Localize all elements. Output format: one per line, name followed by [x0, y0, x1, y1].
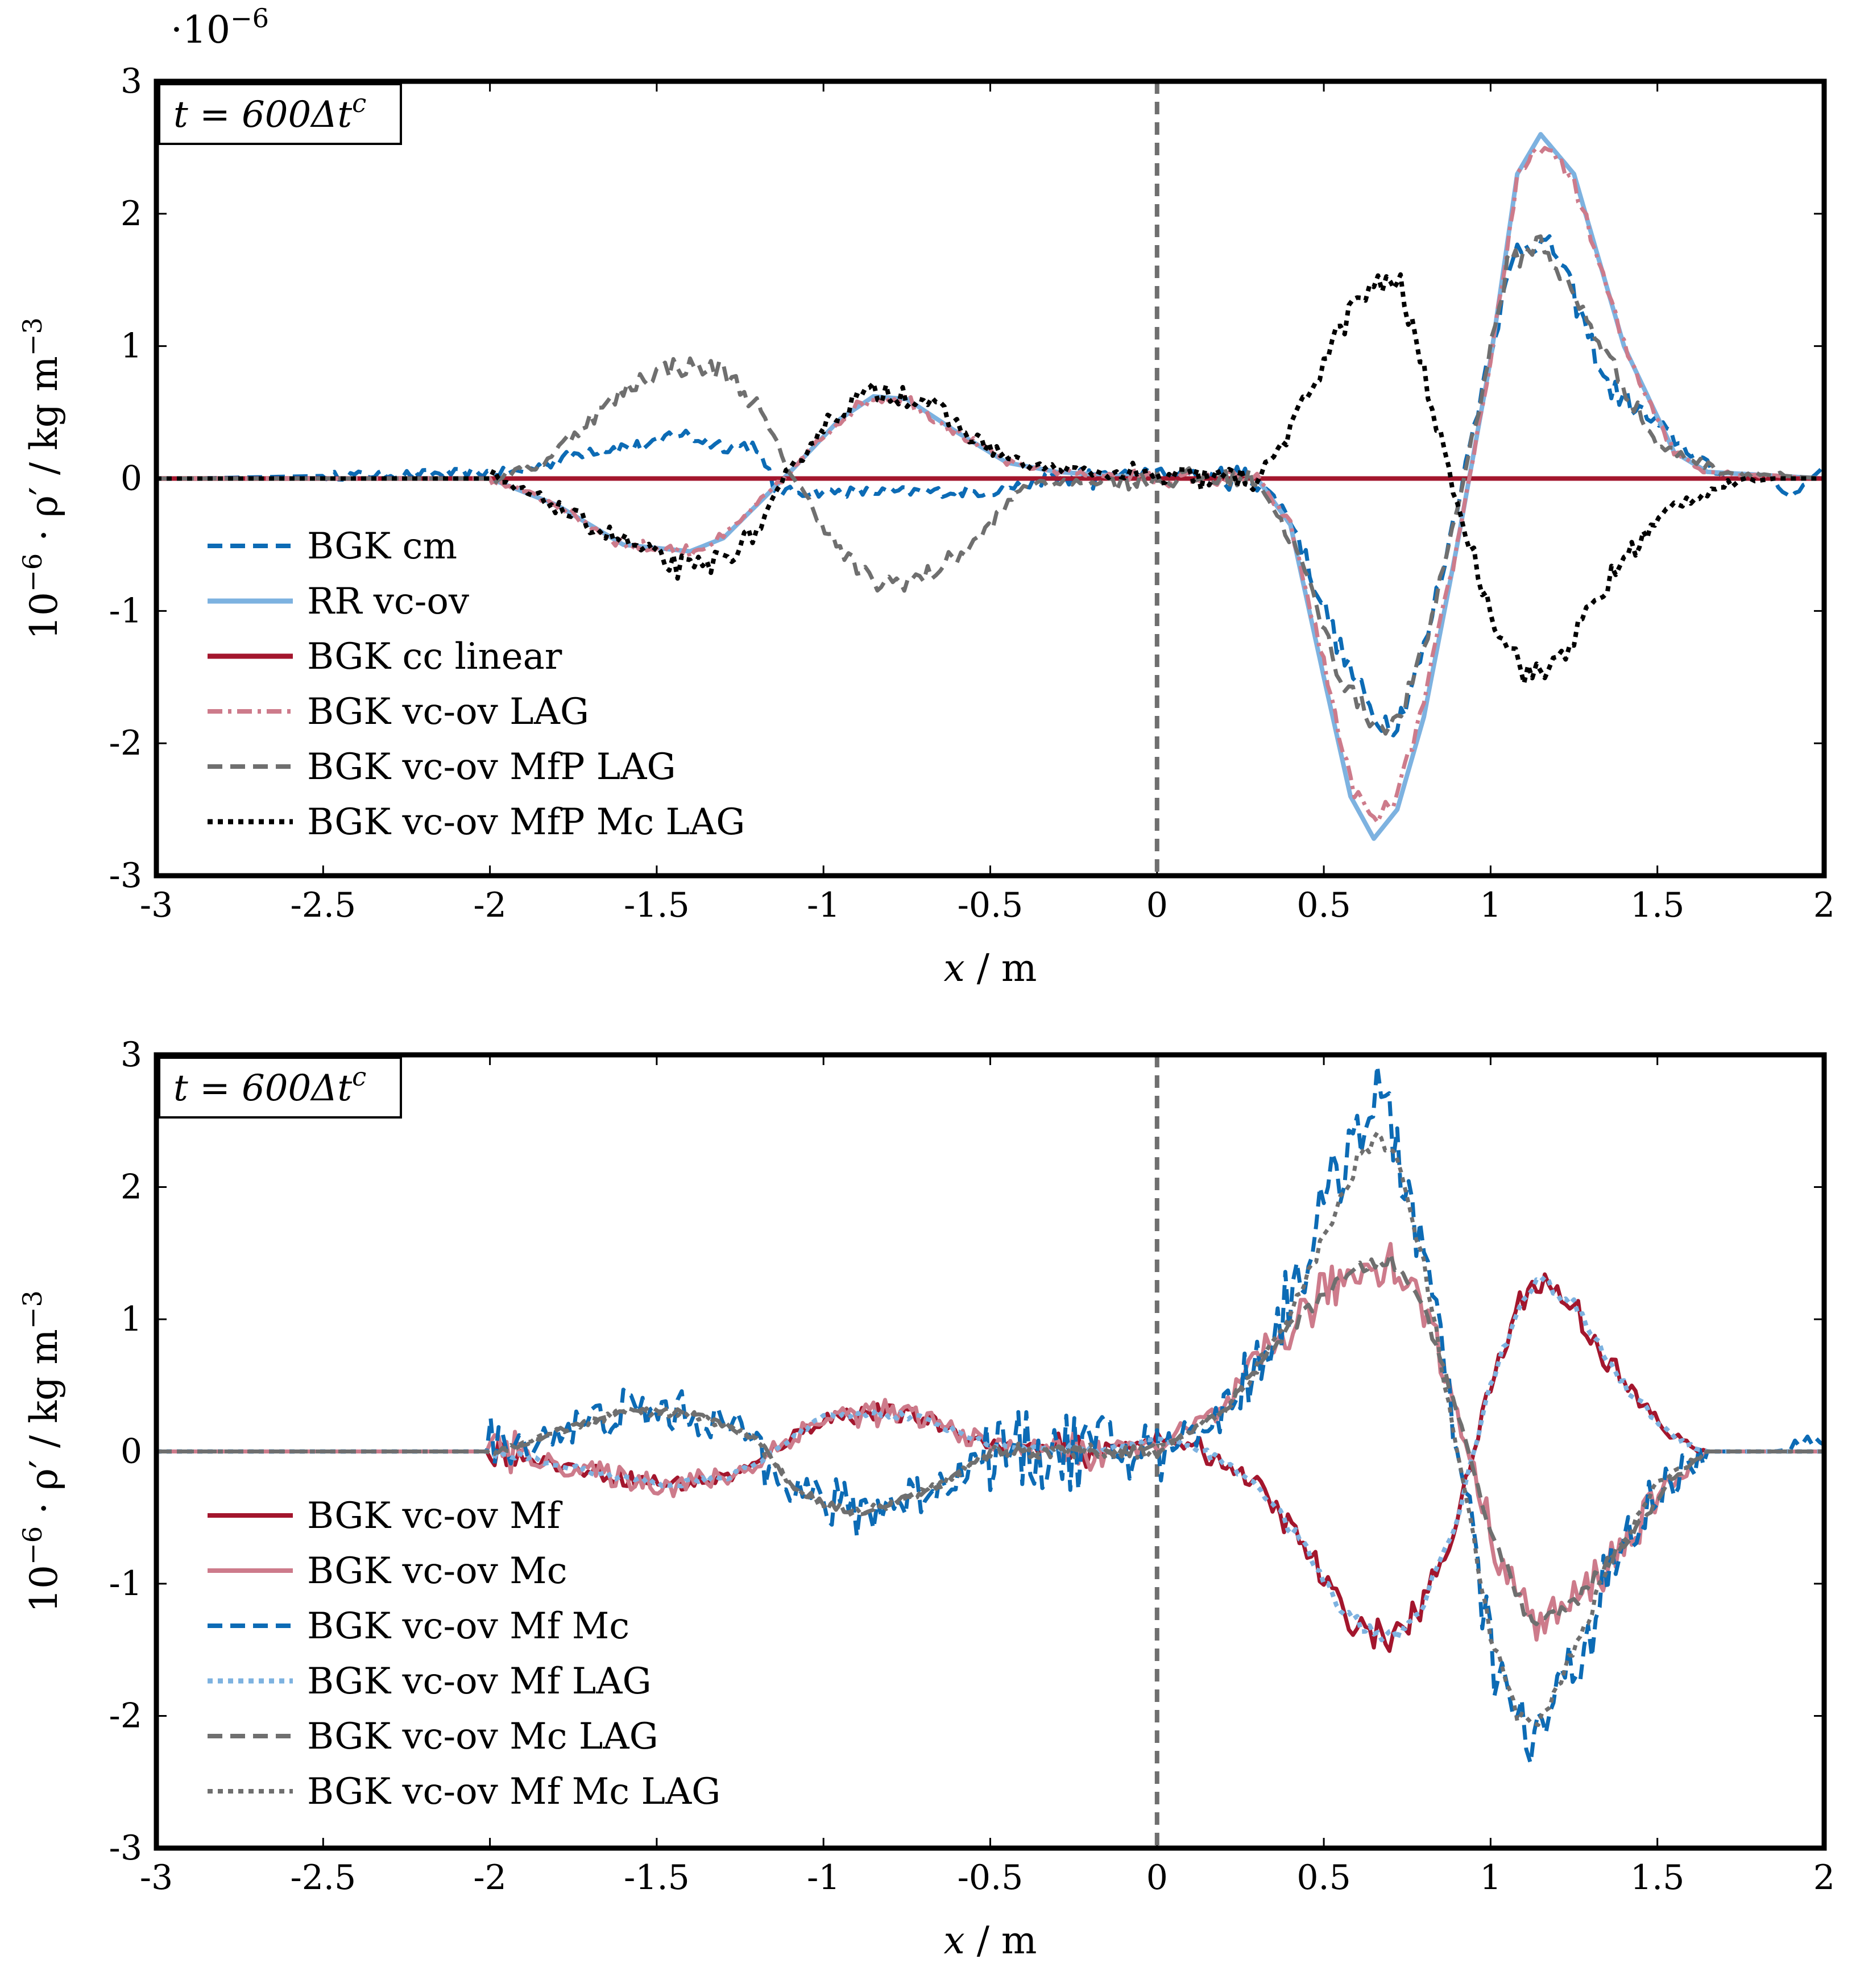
x-tick-label: 1 [1480, 885, 1501, 925]
x-tick-label: 0.5 [1296, 1858, 1350, 1898]
x-tick-label: 2 [1813, 885, 1835, 925]
x-tick-label: -0.5 [958, 1858, 1024, 1898]
y-axis-label-group: 10−6 · ρ′ / kg m−3 [17, 317, 66, 640]
y-tick-label: 3 [121, 1035, 142, 1075]
legend-label: BGK vc-ov MfP LAG [307, 746, 676, 788]
y-tick-label: -1 [109, 1564, 142, 1604]
legend-label: BGK vc-ov Mf Mc LAG [307, 1771, 720, 1813]
x-tick-label: -1 [807, 885, 840, 925]
time-annotation: t = 600Δtc [158, 1057, 402, 1119]
y-tick-label: -1 [109, 591, 142, 631]
x-tick-label: 1.5 [1630, 1858, 1684, 1898]
time-annotation: t = 600Δtc [158, 83, 402, 145]
series-line [156, 1130, 1824, 1727]
y-tick-label: 3 [121, 61, 142, 101]
legend-label: BGK vc-ov Mf LAG [307, 1660, 652, 1703]
legend-label: BGK vc-ov Mc [307, 1550, 567, 1592]
x-tick-label: -1 [807, 1858, 840, 1898]
y-tick-label: 0 [121, 1432, 142, 1472]
y-tick-label: -3 [109, 856, 142, 896]
series-line [156, 234, 1824, 738]
x-tick-label: 1.5 [1630, 885, 1684, 925]
series-group [156, 1063, 1824, 1766]
legend-label: BGK cm [307, 525, 457, 568]
x-tick-label: -3 [140, 1858, 173, 1898]
y-tick-label: 1 [121, 1299, 142, 1339]
y-axis-label-group: 10−6 · ρ′ / kg m−3 [17, 1290, 66, 1613]
y-tick-label: 2 [121, 194, 142, 234]
chart-top: -3 -2.5 -2 -1.5 -1 -0.5 0 0.5 1 1.5 2 -3 -2 -1 0 1 2 3 t =… [17, 3, 1835, 990]
y-tick-label: -2 [109, 1696, 142, 1736]
legend-label: BGK vc-ov MfP Mc LAG [307, 801, 745, 843]
x-tick-label: -2.5 [290, 885, 356, 925]
x-tick-label: 0 [1146, 885, 1168, 925]
y-axis-label: 10−6 · ρ′ / kg m−3 [17, 317, 66, 640]
x-tick-label: -2 [473, 1858, 506, 1898]
chart-bottom: -3 -2.5 -2 -1.5 -1 -0.5 0 0.5 1 1.5 2 -3 -2 -1 0 1 2 3 t =… [17, 1035, 1835, 1962]
legend-label: BGK vc-ov Mf [307, 1495, 563, 1537]
plot-frame [154, 1052, 1827, 1851]
legend-label: BGK vc-ov LAG [307, 691, 589, 733]
y-tick-label: -3 [109, 1828, 142, 1868]
x-tick-label: -1.5 [624, 1858, 690, 1898]
legend-label: BGK vc-ov Mf Mc [307, 1605, 629, 1647]
x-tick-label: 1 [1480, 1858, 1501, 1898]
x-tick-label: 0.5 [1296, 885, 1350, 925]
y-tick-label: 0 [121, 459, 142, 499]
x-tick-label: -2 [473, 885, 506, 925]
series-line [156, 272, 1824, 686]
y-axis-label: 10−6 · ρ′ / kg m−3 [17, 1290, 66, 1613]
x-tick-label: -0.5 [958, 885, 1024, 925]
annotation-text: t = 600Δtc [173, 88, 366, 136]
series-group [156, 132, 1824, 841]
y-tick-label: 1 [121, 326, 142, 366]
x-tick-label: -1.5 [624, 885, 690, 925]
legend-label: RR vc-ov [307, 581, 469, 623]
legend-label: BGK vc-ov Mc LAG [307, 1716, 658, 1758]
y-tick-label: -2 [109, 723, 142, 763]
annotation-text: t = 600Δtc [173, 1062, 366, 1110]
x-tick-label: -2.5 [290, 1858, 356, 1898]
axis-exponent-label: ·10−6 [171, 3, 269, 52]
legend-label: BGK cc linear [307, 636, 562, 678]
x-tick-label: 0 [1146, 1858, 1168, 1898]
x-axis-label: x / m [943, 1919, 1037, 1962]
annotation-box [158, 1057, 402, 1119]
x-axis-label: x / m [943, 946, 1037, 990]
x-tick-label: 2 [1813, 1858, 1835, 1898]
annotation-box [158, 83, 402, 145]
plot-frame [154, 78, 1827, 879]
series-line [156, 1251, 1824, 1626]
x-tick-label: -3 [140, 885, 173, 925]
y-tick-label: 2 [121, 1167, 142, 1207]
